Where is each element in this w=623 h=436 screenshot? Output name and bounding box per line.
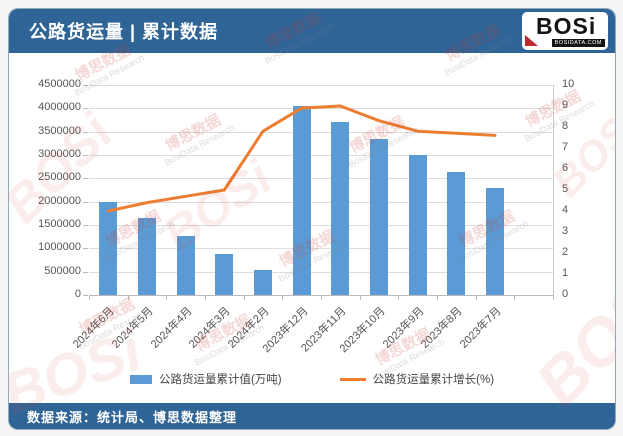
y-axis-label-left: 1500000 [38,218,81,230]
chart-title: 公路货运量 | 累计数据 [29,22,219,42]
legend: 公路货运量累计值(万吨) 公路货运量累计增长(%) [9,371,615,387]
bar [176,236,195,295]
y-axis-tick [83,201,88,203]
gridline [89,178,553,180]
y-axis-label-right: 6 [562,162,569,174]
gridline [89,108,553,110]
gridline [89,131,553,133]
y-axis-label-right: 1 [562,267,569,279]
bar [99,201,118,295]
bar [331,122,350,295]
y-axis-tick [83,295,88,296]
x-axis-tick [282,296,284,300]
y-axis-label-right: 3 [562,225,569,237]
plot-area [89,85,554,300]
y-axis-tick [83,85,88,86]
y-axis-tick [83,155,88,156]
legend-bar-swatch [129,374,152,384]
bosi-logo: BOSi BOSIDATA.COM [522,12,608,50]
gridline [89,248,553,250]
y-axis-label-left: 500000 [44,264,81,277]
y-axis-label-right: 7 [562,141,569,153]
x-axis-tick [127,296,129,300]
x-axis-tick [166,296,168,300]
y-axis-label-left: 4000000 [38,101,81,114]
bar [486,188,504,295]
x-axis-tick [359,296,361,300]
y-axis-label-right: 2 [562,246,569,258]
logo-domain: BOSIDATA.COM [551,39,605,47]
y-axis-label-right: 5 [562,183,569,195]
x-axis-tick [321,296,322,300]
chart-body: 公路货运量累计值(万吨) 公路货运量累计增长(%) 4500000 4000000… [9,53,615,403]
y-axis-label-left: 4500000 [38,78,81,90]
x-axis-tick [437,296,438,300]
bar [370,138,388,295]
gridline [89,85,553,86]
gridline [89,201,553,203]
y-axis-label-left: 3500000 [38,124,81,137]
y-axis-label-right: 8 [562,120,569,132]
source-text: 数据来源：统计局、博思数据整理 [27,409,238,425]
x-axis-tick [243,296,245,300]
y-axis-label-right: 0 [562,288,569,300]
gridline [89,225,553,226]
x-axis-tick [475,296,477,300]
bar [215,253,234,295]
logo-triangle-icon [525,35,538,46]
x-axis-tick [205,296,206,300]
legend-line-swatch [339,377,366,381]
y-axis-label-right: 10 [562,78,575,90]
x-axis-tick [514,296,516,300]
legend-item-bar: 公路货运量累计值(万吨) [129,371,282,387]
legend-line-label: 公路货运量累计增长(%) [372,374,495,386]
y-axis-label-left: 1000000 [38,241,81,254]
chart-card: 公路货运量 | 累计数据 BOSi BOSIDATA.COM 公路货运量累计值(… [8,8,616,430]
gridline [89,271,553,273]
y-axis-tick [83,178,88,180]
gridline [89,155,553,156]
y-axis-tick [83,225,88,226]
x-axis-tick [398,296,400,300]
y-axis-tick [83,248,88,250]
y-axis-label-right: 4 [562,204,569,216]
logo-wordmark: BOSi [536,13,597,39]
legend-bar-label: 公路货运量累计值(万吨) [158,374,282,386]
bar [138,218,156,295]
bar [447,171,466,295]
bar [292,106,311,295]
legend-item-line: 公路货运量累计增长(%) [339,371,495,387]
bar [408,155,427,295]
x-axis-tick [553,296,554,300]
x-axis-tick [89,296,90,300]
growth-line [106,104,497,213]
y-axis-tick [83,131,88,133]
y-axis-tick [83,271,88,273]
chart-header: 公路货运量 | 累计数据 BOSi BOSIDATA.COM [9,9,615,53]
y-axis-label-right: 9 [562,99,569,111]
chart-footer: 数据来源：统计局、博思数据整理 [9,403,615,429]
bar [254,270,272,295]
y-axis-label-left: 3000000 [38,148,81,160]
y-axis-label-left: 2000000 [38,194,81,207]
y-axis-tick [83,108,88,110]
y-axis-label-left: 0 [74,288,81,300]
y-axis-label-left: 2500000 [38,171,81,184]
